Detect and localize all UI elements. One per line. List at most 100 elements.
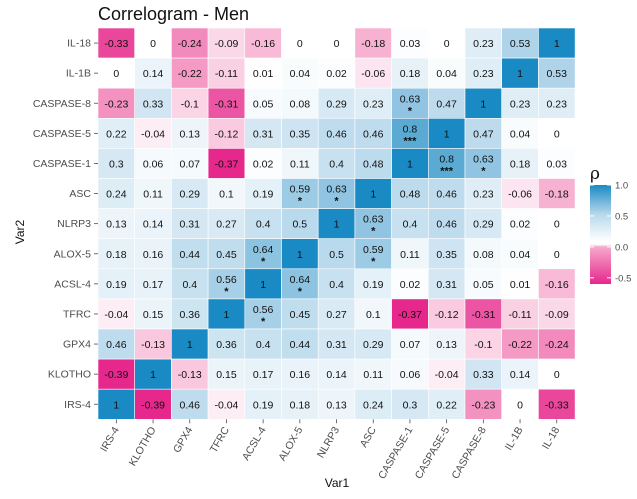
cell-value-label: 0.24 xyxy=(106,189,127,201)
cell-value-label: 0.46 xyxy=(436,219,457,231)
heatmap-cell xyxy=(207,358,246,390)
y-tick-label: IL-1B xyxy=(66,68,91,80)
significance-marker: * xyxy=(371,226,376,238)
cell-value-label: 0.14 xyxy=(326,369,347,381)
heatmap-cell xyxy=(354,358,392,390)
y-tick-label: GPX4 xyxy=(63,339,91,351)
cell-value-label: 0.18 xyxy=(510,158,531,170)
cell-value-label: 0.22 xyxy=(436,399,457,411)
heatmap-cell xyxy=(244,358,282,390)
cell-value-label: 0 xyxy=(554,249,560,261)
cell-value-label: 0.11 xyxy=(143,189,163,201)
heatmap-cell xyxy=(538,358,576,390)
cell-value-label: 0.53 xyxy=(547,68,568,80)
x-tick-label: CASPASE-8 xyxy=(449,425,489,482)
cell-value-label: -0.18 xyxy=(545,189,569,201)
heatmap-cell xyxy=(134,298,172,330)
heatmap-cell xyxy=(244,178,282,209)
cell-value-label: -0.04 xyxy=(214,399,238,411)
cell-value-label: 0.56 xyxy=(216,274,237,286)
chart-title: Correlogram - Men xyxy=(98,4,249,24)
cell-value-label: 0.44 xyxy=(180,249,201,261)
cell-value-label: -0.39 xyxy=(104,369,128,381)
heatmap-cell xyxy=(501,27,539,59)
cell-value-label: 0.35 xyxy=(436,249,457,261)
heatmap-cell xyxy=(354,268,392,300)
heatmap-cell xyxy=(501,268,539,300)
cell-value-label: 0.47 xyxy=(436,98,457,110)
cell-value-label: 1 xyxy=(150,369,156,381)
heatmap-cell xyxy=(538,148,576,179)
cell-value-label: 0.11 xyxy=(400,249,420,261)
cell-value-label: 0.16 xyxy=(143,249,164,261)
x-tick-label: KLOTHO xyxy=(127,425,159,468)
heatmap-cell xyxy=(171,148,209,179)
heatmap-cell xyxy=(354,118,392,149)
cell-value-label: -0.16 xyxy=(251,38,275,50)
cell-value-label: 0.29 xyxy=(180,189,201,201)
heatmap-cell xyxy=(207,388,246,420)
cell-value-label: 0.5 xyxy=(329,249,344,261)
heatmap-cell xyxy=(464,208,503,240)
cell-value-label: 0.33 xyxy=(143,98,164,110)
heatmap-cell xyxy=(317,178,356,209)
y-tick-label: KLOTHO xyxy=(48,369,91,381)
cell-value-label: 0.46 xyxy=(326,128,347,140)
cell-value-label: 0.46 xyxy=(363,128,384,140)
cell-value-label: 0.5 xyxy=(293,219,308,231)
cell-value-label: 0 xyxy=(554,369,560,381)
heatmap-cell xyxy=(97,87,136,119)
heatmap-cell xyxy=(134,328,172,360)
heatmap-cell xyxy=(538,328,576,360)
significance-marker: * xyxy=(408,105,413,117)
cell-value-label: 0.13 xyxy=(106,219,127,231)
cell-value-label: 0.36 xyxy=(180,309,201,321)
cell-value-label: 0.1 xyxy=(366,309,381,321)
significance-marker: *** xyxy=(404,135,418,147)
cell-value-label: 0.17 xyxy=(253,369,274,381)
cell-value-label: 0.31 xyxy=(436,279,457,291)
cell-value-label: 1 xyxy=(554,38,560,50)
cell-value-label: -0.23 xyxy=(471,399,495,411)
heatmap-cell xyxy=(501,178,539,209)
cell-value-label: 0.04 xyxy=(436,68,457,80)
y-tick-label: IRS-4 xyxy=(64,399,91,411)
y-tick-label: TFRC xyxy=(63,308,91,320)
heatmap-cell xyxy=(538,118,576,149)
heatmap-cell xyxy=(207,118,246,149)
heatmap-cell xyxy=(501,148,539,179)
cell-value-label: 0.18 xyxy=(106,249,127,261)
y-tick-label: NLRP3 xyxy=(57,218,91,230)
heatmap-cell xyxy=(317,118,356,149)
heatmap-cell xyxy=(354,178,392,209)
cell-value-label: 0.29 xyxy=(363,339,384,351)
cell-value-label: 0.06 xyxy=(400,369,421,381)
heatmap-cell xyxy=(207,178,246,209)
heatmap-cell xyxy=(464,87,503,119)
heatmap-cell xyxy=(281,238,319,270)
cell-value-label: 1 xyxy=(187,339,193,351)
heatmap-cell xyxy=(281,358,319,390)
cell-value-label: 0.4 xyxy=(403,219,418,231)
heatmap-cell xyxy=(207,268,246,300)
y-tick-labels: IL-18 IL-1B CASPASE-8 CASPASE-5 CASPASE-1 ASC… xyxy=(33,38,98,411)
cell-value-label: 0 xyxy=(150,38,156,50)
cell-value-label: 0.15 xyxy=(143,309,164,321)
heatmap-cell xyxy=(538,87,576,119)
cell-value-label: 0.27 xyxy=(326,309,347,321)
cell-value-label: 0.4 xyxy=(256,219,271,231)
cell-value-label: -0.06 xyxy=(508,189,532,201)
cell-value-label: -0.16 xyxy=(545,279,569,291)
heatmap-cell xyxy=(538,57,576,89)
cell-value-label: -0.12 xyxy=(435,309,459,321)
heatmap-cell xyxy=(501,388,539,420)
heatmap-cell xyxy=(97,208,136,240)
x-tick-label: IRS-4 xyxy=(98,425,122,454)
cell-value-label: 1 xyxy=(480,98,486,110)
heatmap-cell xyxy=(427,178,466,209)
x-tick-label: CASPASE-5 xyxy=(413,425,453,482)
cell-value-label: 0.18 xyxy=(400,68,421,80)
heatmap-cell xyxy=(207,298,246,330)
heatmap-cell xyxy=(171,238,209,270)
legend-tick-label: 1.0 xyxy=(615,181,628,192)
